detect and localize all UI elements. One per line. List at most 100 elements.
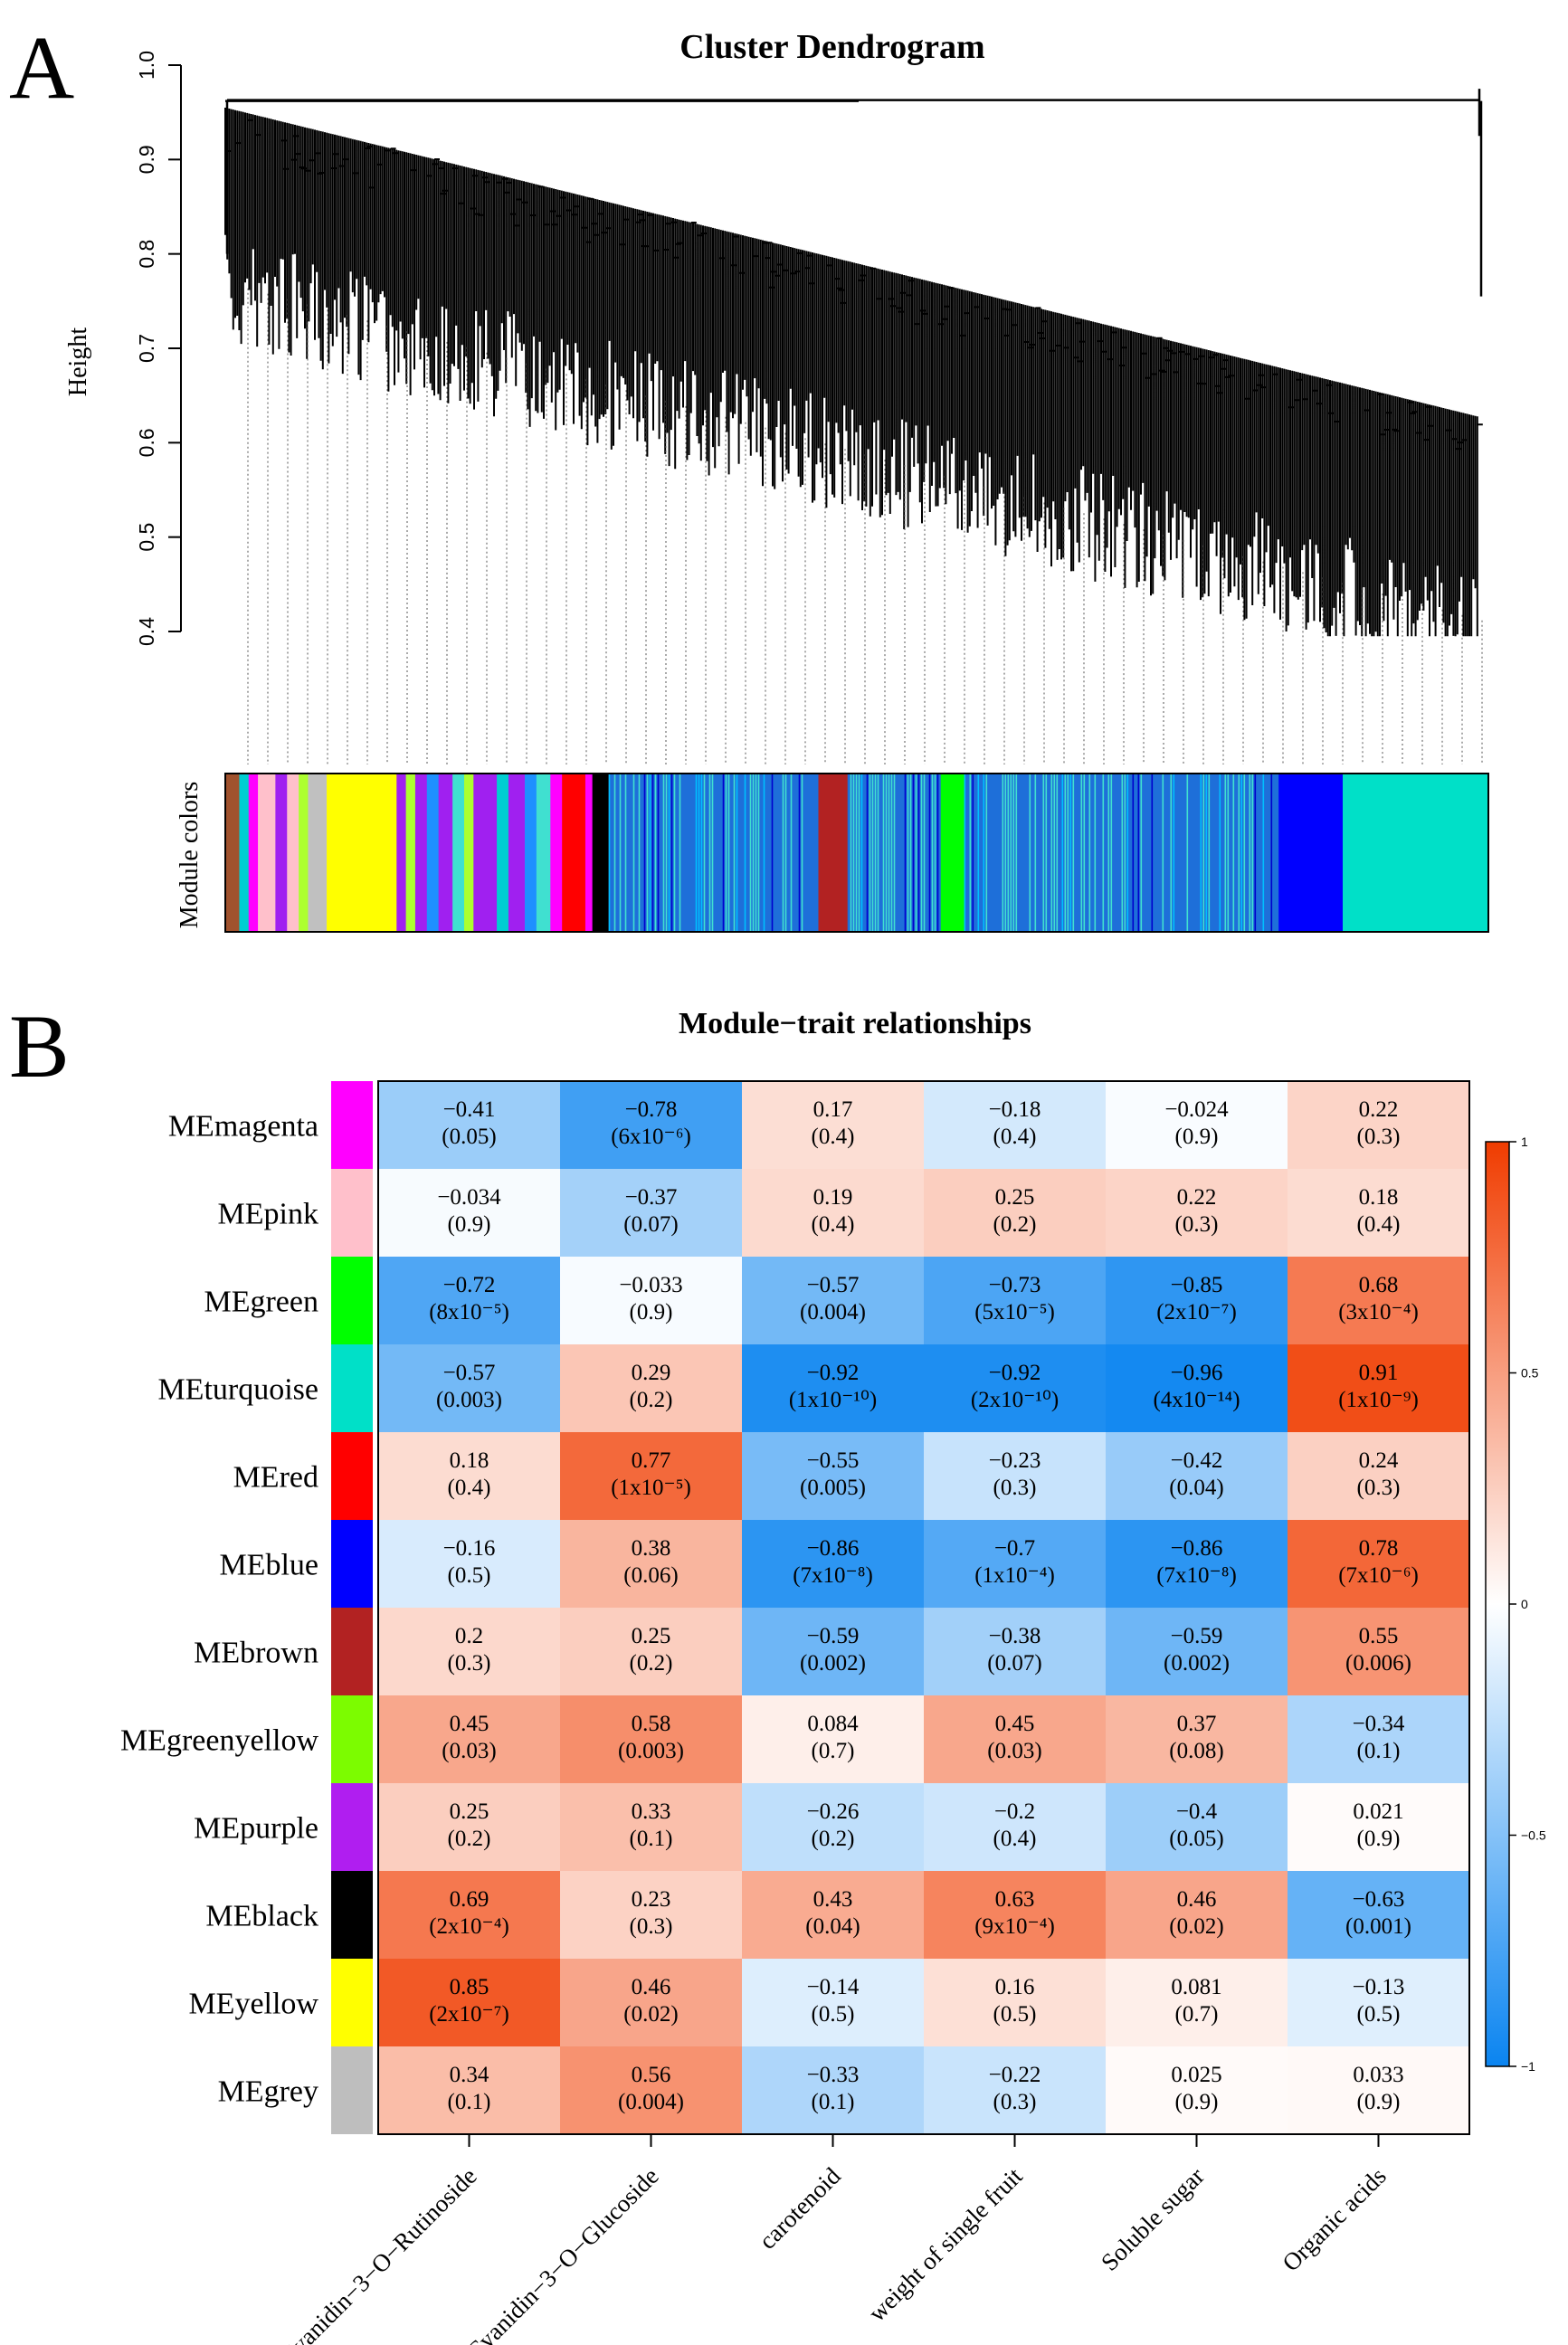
cell-value: −0.41	[443, 1097, 496, 1122]
module-color-stripe	[885, 774, 888, 932]
y-tick-label: 0.8	[135, 240, 158, 269]
dendrogram-y-axis-label: Height	[64, 328, 92, 396]
module-color-segment	[405, 774, 416, 932]
column-label: weight of single fruit	[863, 2162, 1028, 2327]
module-color-segment	[608, 774, 819, 932]
cell-value: 0.29	[632, 1361, 671, 1385]
cell-value: 0.18	[450, 1448, 489, 1473]
heatmap-cell	[742, 1257, 925, 1345]
cell-value: −0.96	[1171, 1361, 1223, 1385]
cell-pvalue: (0.004)	[800, 1300, 866, 1324]
row-color-swatch	[331, 1344, 373, 1432]
module-color-stripe	[1042, 774, 1045, 932]
cell-value: −0.86	[1171, 1536, 1223, 1561]
cell-value: 0.34	[450, 2063, 489, 2087]
heatmap-cell	[1288, 1783, 1470, 1872]
cell-value: −0.59	[807, 1624, 860, 1648]
heatmap-cell	[560, 1783, 743, 1872]
heatmap-cell	[1288, 1257, 1470, 1345]
heatmap-cell	[1288, 1959, 1470, 2047]
cell-value: 0.19	[813, 1185, 853, 1210]
module-color-stripe	[1270, 774, 1273, 932]
heatmap-cell	[1106, 1344, 1288, 1433]
row-color-swatch	[331, 1081, 373, 1169]
cell-value: 0.18	[1359, 1185, 1399, 1210]
module-color-stripe	[874, 774, 877, 932]
module-color-stripe	[1069, 774, 1072, 932]
heatmap-cell	[1106, 1432, 1288, 1521]
heatmap-cell	[742, 1608, 925, 1696]
cell-pvalue: (0.5)	[448, 1563, 491, 1588]
cell-value: 0.43	[813, 1887, 853, 1912]
module-color-stripe	[665, 774, 668, 932]
cell-value: 0.033	[1353, 2063, 1403, 2087]
cell-value: −0.26	[807, 1799, 860, 1824]
module-color-stripe	[1173, 774, 1175, 932]
module-color-segment	[524, 774, 537, 932]
heatmap-cell	[742, 1081, 925, 1170]
cell-pvalue: (0.5)	[1357, 2002, 1401, 2027]
module-color-stripe	[763, 774, 765, 932]
cell-value: 0.38	[632, 1536, 671, 1561]
row-label: MEred	[233, 1461, 318, 1495]
module-color-stripe	[708, 774, 711, 932]
heatmap-cell	[560, 1871, 743, 1960]
cell-value: 0.58	[632, 1712, 671, 1736]
module-color-stripe	[651, 774, 654, 932]
cell-pvalue: (7x10⁻⁸)	[793, 1563, 873, 1588]
module-color-segment	[562, 774, 586, 932]
row-label: MEgreen	[204, 1286, 318, 1319]
dendrogram-title: Cluster Dendrogram	[679, 28, 984, 66]
heatmap-cell	[378, 1081, 561, 1170]
module-color-stripe	[1007, 774, 1010, 932]
cell-pvalue: (0.05)	[1169, 1827, 1223, 1851]
heatmap-cell	[1288, 1608, 1470, 1696]
row-color-swatch	[331, 1257, 373, 1344]
module-color-segment	[426, 774, 440, 932]
module-color-segment	[308, 774, 328, 932]
heatmap-colorbar: 1 0.5 0 −0.5 −1	[1485, 1135, 1546, 2074]
cell-pvalue: (0.04)	[1169, 1476, 1223, 1500]
cell-pvalue: (0.4)	[993, 1125, 1037, 1149]
module-color-stripe	[733, 774, 736, 932]
row-label: MEblue	[219, 1549, 318, 1582]
heatmap-cell	[560, 1520, 743, 1609]
module-color-stripe	[1107, 774, 1110, 932]
module-color-stripe	[871, 774, 874, 932]
heatmap-cell	[742, 2046, 925, 2135]
module-color-stripe	[1088, 774, 1091, 932]
heatmap-cell	[378, 1783, 561, 1872]
heatmap-cell	[924, 2046, 1107, 2135]
module-color-stripe	[654, 774, 657, 932]
cell-value: −0.78	[625, 1097, 678, 1122]
module-color-stripe	[972, 774, 974, 932]
module-color-segment	[287, 774, 299, 932]
module-color-stripe	[649, 774, 651, 932]
cell-value: 0.78	[1359, 1536, 1399, 1561]
dendrogram-leaf-guides	[247, 288, 1483, 764]
heatmap-cell	[560, 1695, 743, 1784]
cell-value: −0.73	[989, 1273, 1041, 1297]
module-color-stripe	[1083, 774, 1086, 932]
module-color-stripe	[869, 774, 871, 932]
heatmap-cell	[560, 1432, 743, 1521]
row-color-swatch	[331, 1608, 373, 1695]
module-color-stripe	[850, 774, 852, 932]
module-color-stripe	[1238, 774, 1240, 932]
heatmap-cell	[924, 1871, 1107, 1960]
heatmap-cell	[924, 1432, 1107, 1521]
module-color-stripe	[907, 774, 909, 932]
cell-value: 0.55	[1359, 1624, 1399, 1648]
module-color-segment	[473, 774, 498, 932]
module-color-stripe	[866, 774, 869, 932]
module-color-stripe	[679, 774, 681, 932]
module-color-stripe	[757, 774, 760, 932]
cell-pvalue: (0.4)	[1357, 1212, 1401, 1237]
module-color-segment	[584, 774, 594, 932]
module-color-stripe	[722, 774, 725, 932]
module-color-stripe	[608, 774, 611, 932]
heatmap-cell	[924, 1257, 1107, 1345]
module-color-segment	[508, 774, 526, 932]
module-color-stripe	[643, 774, 646, 932]
module-color-segment	[248, 774, 259, 932]
